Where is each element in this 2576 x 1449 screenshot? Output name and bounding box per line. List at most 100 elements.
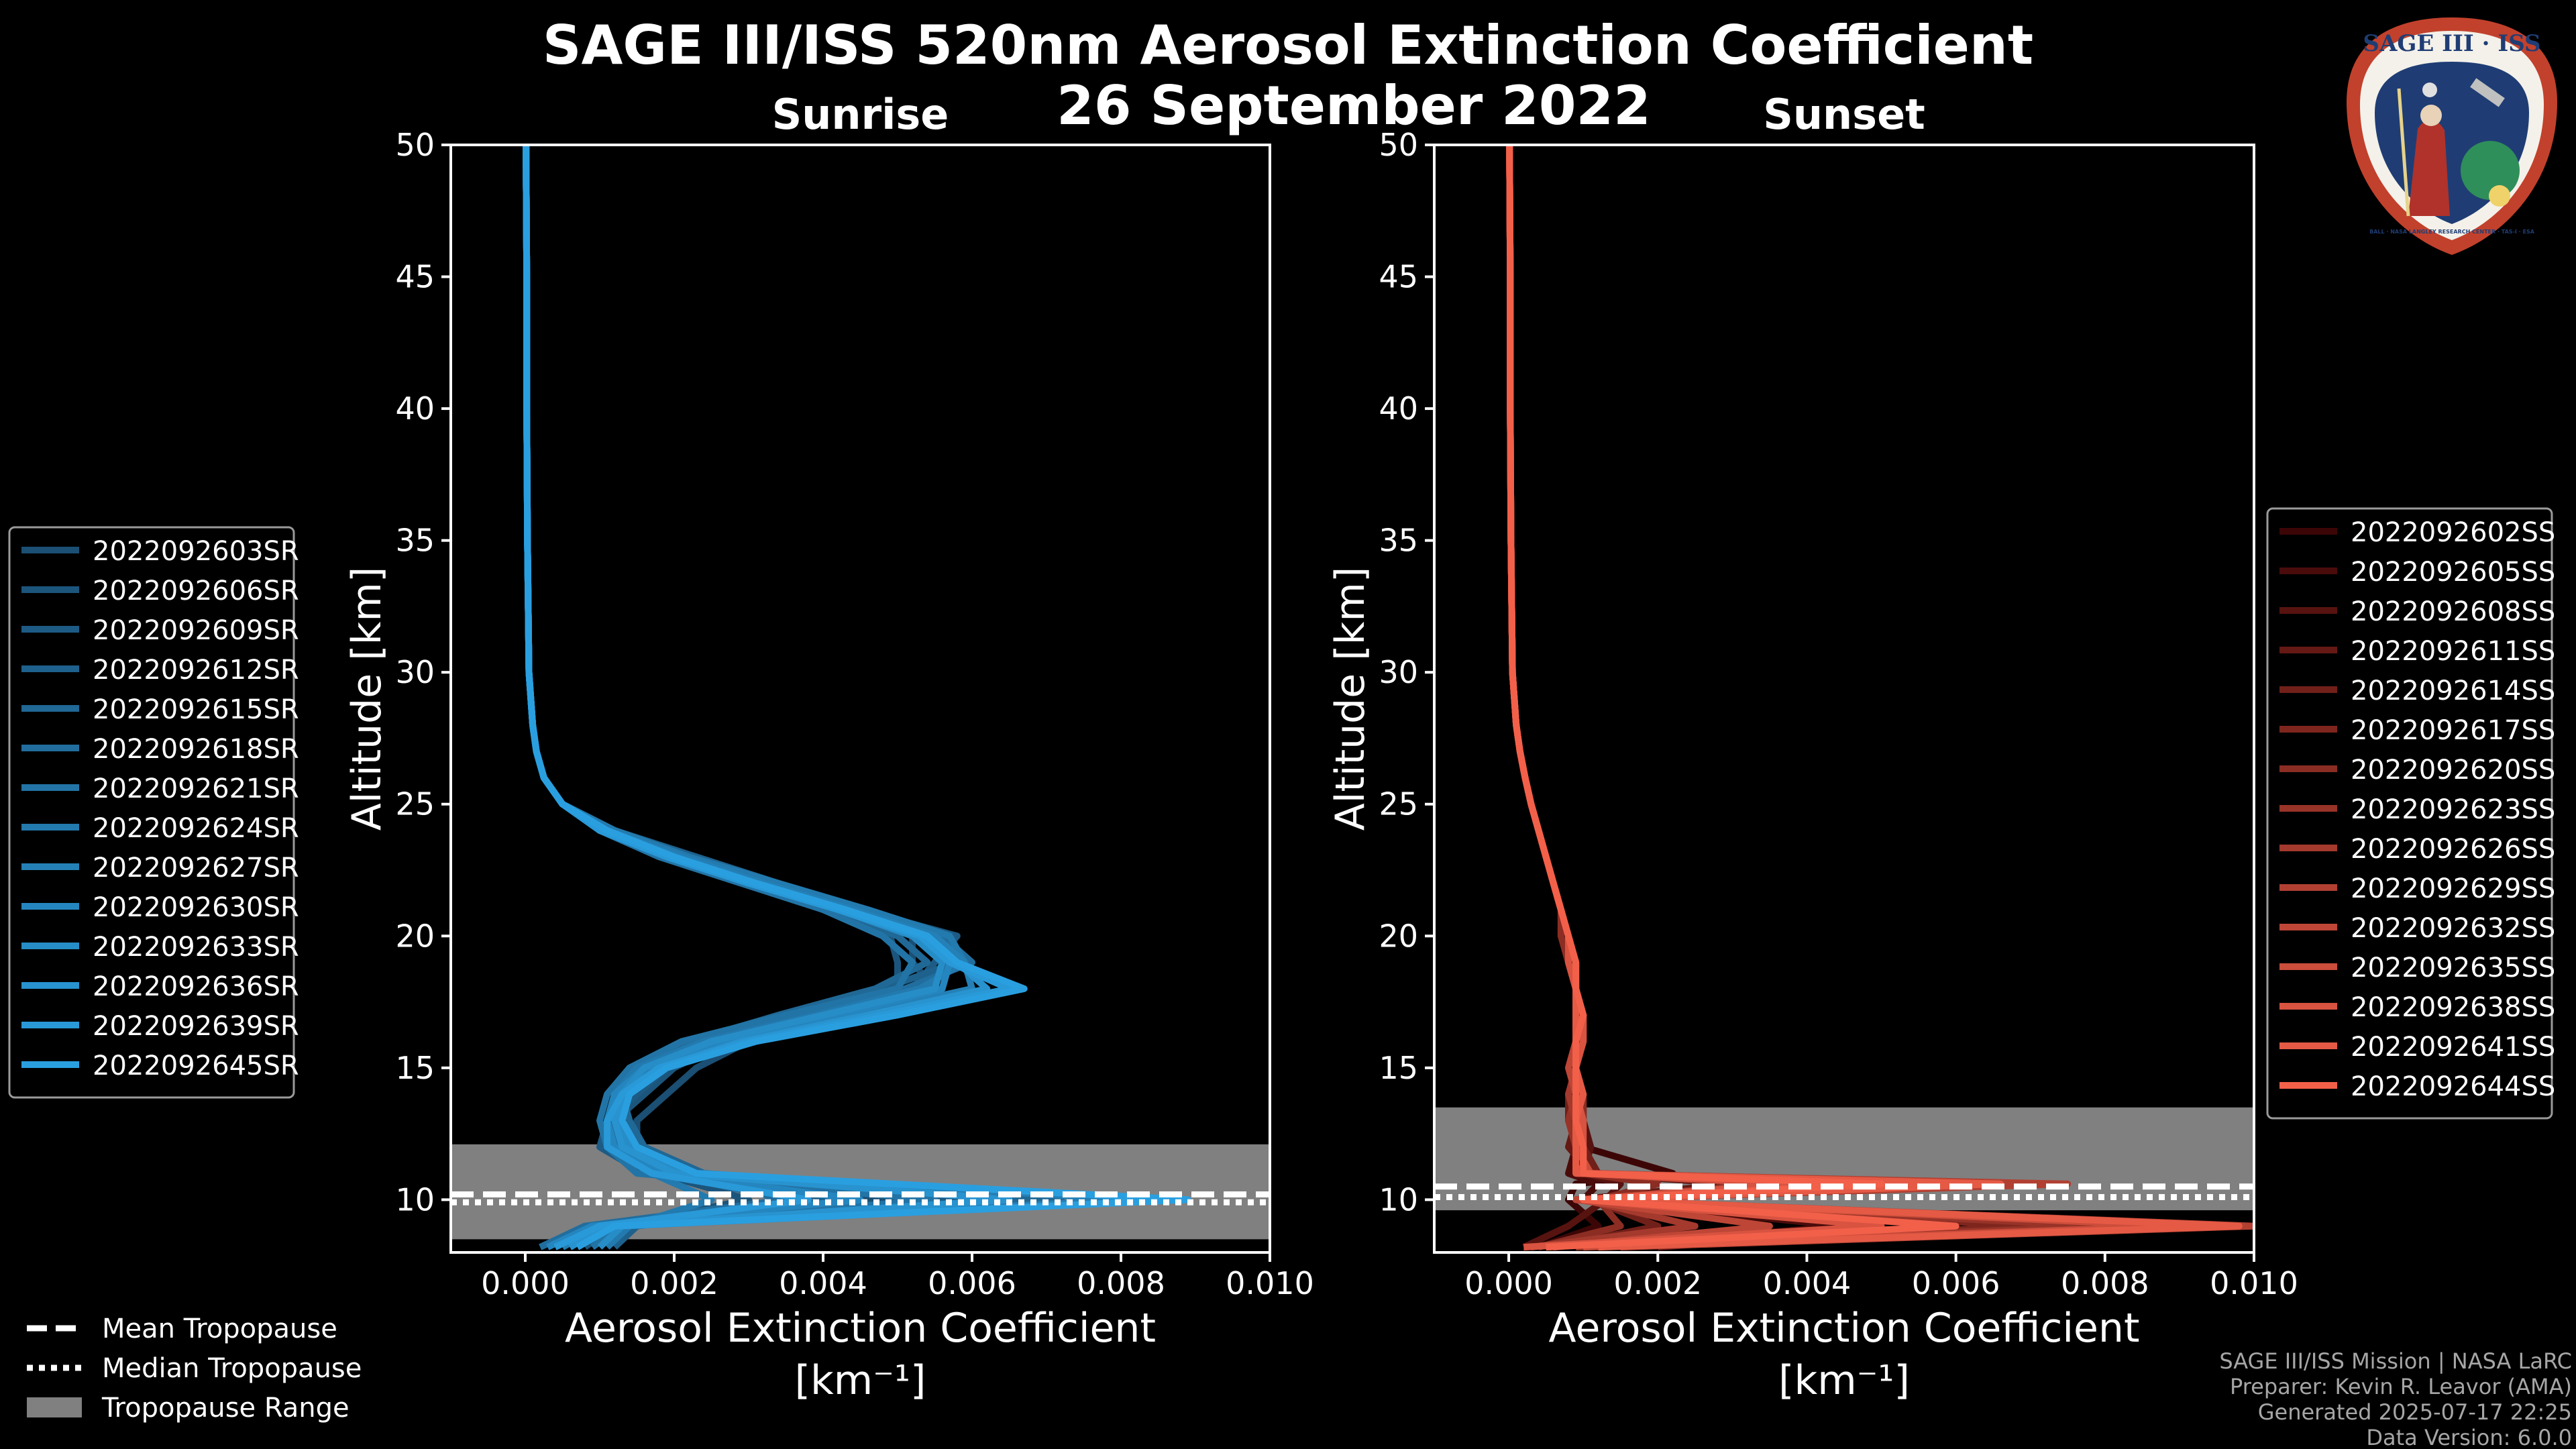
profile-line-2022092645SR xyxy=(523,145,1191,1250)
x-tick-label: 0.010 xyxy=(2210,1265,2298,1301)
credits-block: SAGE III/ISS Mission | NASA LaRCPreparer… xyxy=(2219,1348,2572,1449)
profile-line-2022092641SS xyxy=(1506,145,2243,1251)
profile-line-2022092602SS xyxy=(1506,145,1676,1250)
logo-ring-text: BALL · NASA LANGLEY RESEARCH CENTER · TA… xyxy=(2369,229,2535,235)
x-axis-unit-label: [km⁻¹] xyxy=(1778,1357,1910,1404)
legend-entry: 2022092606SR xyxy=(93,576,299,606)
y-tick-label: 50 xyxy=(1379,127,1418,163)
x-axis-label: Aerosol Extinction Coefficient xyxy=(1549,1305,2140,1352)
legend-entry: 2022092641SS xyxy=(2351,1032,2555,1063)
legend-entry: Mean Tropopause xyxy=(102,1313,337,1344)
legend-swatch-range xyxy=(27,1397,82,1417)
y-tick-label: 25 xyxy=(1379,786,1418,822)
x-tick-label: 0.004 xyxy=(1763,1265,1851,1301)
y-tick-label: 15 xyxy=(395,1050,435,1086)
x-tick-label: 0.002 xyxy=(630,1265,718,1301)
x-tick-label: 0.000 xyxy=(1464,1265,1553,1301)
profile-line-2022092626SS xyxy=(1506,145,1773,1251)
profile-line-2022092605SS xyxy=(1506,145,1847,1251)
x-tick-label: 0.004 xyxy=(779,1265,867,1301)
logo-figure-head xyxy=(2420,105,2442,126)
chart-title-line2: 26 September 2022 xyxy=(1057,74,1651,137)
y-tick-label: 35 xyxy=(1379,523,1418,559)
legend-entry: Tropopause Range xyxy=(101,1393,350,1424)
logo-top-text: SAGE III · ISS xyxy=(2363,30,2540,57)
y-axis-label: Altitude [km] xyxy=(343,567,390,831)
legend-entry: Median Tropopause xyxy=(102,1353,362,1384)
legend-entry: 2022092632SS xyxy=(2351,913,2555,944)
profile-line-2022092636SR xyxy=(523,145,1013,1250)
chart-title-line1: SAGE III/ISS 520nm Aerosol Extinction Co… xyxy=(543,14,2033,76)
x-tick-label: 0.002 xyxy=(1613,1265,1702,1301)
y-tick-label: 40 xyxy=(395,390,435,427)
profile-line-2022092623SS xyxy=(1506,145,2108,1251)
profile-line-2022092635SS xyxy=(1506,145,2183,1251)
logo-figure-robe xyxy=(2408,119,2450,216)
logo-staff-icon xyxy=(2397,88,2410,217)
legend-entry: 2022092623SS xyxy=(2351,794,2555,825)
sage-iii-mission-logo: SAGE III · ISS BALL · NASA LANGLEY RESEA… xyxy=(2347,17,2557,255)
legend-entry: 2022092645SR xyxy=(93,1051,299,1081)
logo-sun-icon xyxy=(2489,185,2510,207)
legend-entry: 2022092615SR xyxy=(93,694,299,725)
profile-line-2022092638SS xyxy=(1506,145,1885,1251)
x-tick-label: 0.006 xyxy=(1912,1265,2000,1301)
panel-title: Sunrise xyxy=(772,90,949,139)
credit-line: Data Version: 6.0.0 xyxy=(2366,1425,2572,1449)
profile-line-2022092620SS xyxy=(1506,145,1662,1250)
legend-entry: 2022092603SR xyxy=(93,536,299,567)
legend-entry: 2022092629SS xyxy=(2351,873,2555,904)
x-axis-unit-label: [km⁻¹] xyxy=(795,1357,926,1404)
profile-line-2022092624SR xyxy=(523,145,968,1250)
profile-line-2022092614SS xyxy=(1506,145,1811,1251)
panel-title: Sunset xyxy=(1763,90,1925,139)
legend-entry: 2022092624SR xyxy=(93,813,299,844)
x-tick-label: 0.008 xyxy=(1077,1265,1165,1301)
y-axis-label: Altitude [km] xyxy=(1327,567,1374,831)
y-tick-label: 20 xyxy=(1379,918,1418,954)
credit-line: SAGE III/ISS Mission | NASA LaRC xyxy=(2219,1348,2572,1374)
profile-line-2022092615SR xyxy=(523,145,1065,1250)
y-tick-label: 20 xyxy=(395,918,435,954)
profile-line-2022092639SR xyxy=(523,145,1013,1250)
legend-entry: 2022092621SR xyxy=(93,773,299,804)
sunrise-panel: 10 15 20 25 30 35 40 45 50 0.000 0.002 0.004 0.006 0.… xyxy=(343,90,1314,1404)
y-tick-label: 25 xyxy=(395,786,435,822)
legend-entry: 2022092618SR xyxy=(93,734,299,765)
profile-line-2022092603SR xyxy=(523,145,938,1250)
legend-entry: 2022092602SS xyxy=(2351,517,2555,548)
legend-entry: 2022092609SR xyxy=(93,615,299,646)
axes-frame xyxy=(1433,144,2255,1254)
credit-line: Generated 2025-07-17 22:25 xyxy=(2258,1399,2572,1425)
profile-line-2022092612SR xyxy=(523,145,961,1250)
y-tick-label: 30 xyxy=(395,654,435,690)
legend-entry: 2022092639SR xyxy=(93,1011,299,1042)
legend-entry: 2022092620SS xyxy=(2351,755,2555,786)
profile-line-2022092608SS xyxy=(1506,145,1624,1250)
profile-line-2022092618SR xyxy=(523,145,975,1250)
profile-line-2022092606SR xyxy=(523,145,901,1250)
legend-entry: 2022092617SS xyxy=(2351,715,2555,746)
y-tick-label: 15 xyxy=(1379,1050,1418,1086)
legend-entry: 2022092608SS xyxy=(2351,596,2555,627)
legend-entry: 2022092635SS xyxy=(2351,953,2555,983)
legend-sunrise: 2022092603SR 2022092606SR 2022092609SR 2022… xyxy=(8,526,299,1099)
axes-frame xyxy=(449,144,1271,1254)
legend-entry: 2022092605SS xyxy=(2351,557,2555,588)
x-tick-label: 0.006 xyxy=(928,1265,1016,1301)
profile-line-2022092644SS xyxy=(1506,145,1960,1251)
y-tick-label: 50 xyxy=(395,127,435,163)
legend-tropopause: Mean Tropopause Median Tropopause Tropopau… xyxy=(27,1313,362,1424)
chart-panels: 10 15 20 25 30 35 40 45 50 0.000 0.002 0.004 0.006 0.… xyxy=(343,90,2298,1404)
legend-frame xyxy=(2266,507,2553,1120)
profile-line-2022092609SR xyxy=(523,145,975,1250)
legend-entry: 2022092633SR xyxy=(93,932,299,963)
profile-line-2022092632SS xyxy=(1506,145,1847,1251)
logo-earth-icon xyxy=(2461,141,2520,200)
y-tick-label: 45 xyxy=(1379,259,1418,295)
x-axis-label: Aerosol Extinction Coefficient xyxy=(565,1305,1156,1352)
legend-entry: 2022092627SR xyxy=(93,853,299,883)
credit-line: Preparer: Kevin R. Leavor (AMA) xyxy=(2230,1374,2572,1399)
legend-entry: 2022092612SR xyxy=(93,655,299,686)
